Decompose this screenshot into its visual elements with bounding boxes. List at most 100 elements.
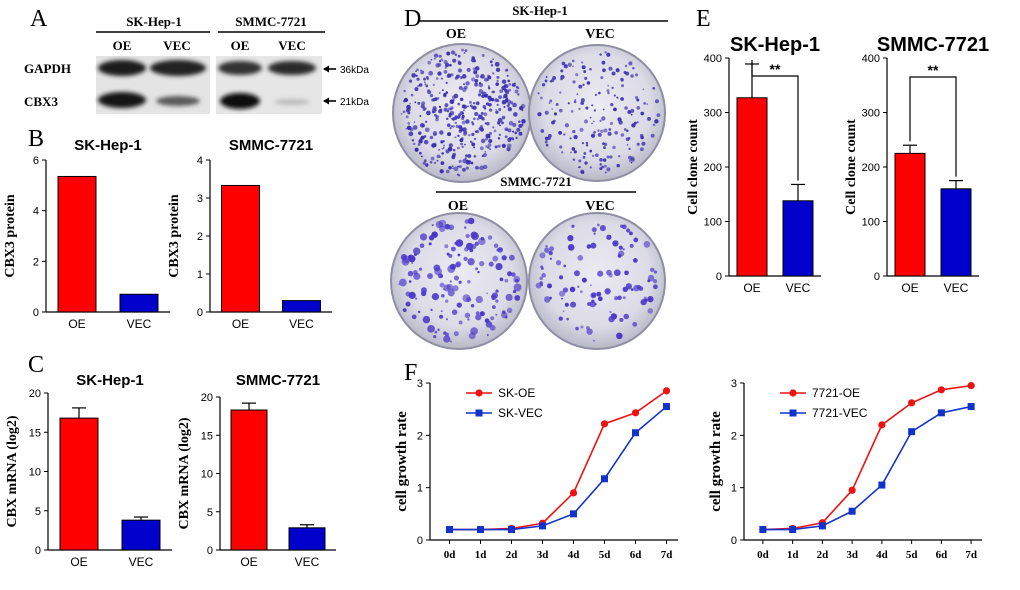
colony-dot xyxy=(480,111,484,115)
data-point xyxy=(908,428,916,436)
colony-dot xyxy=(490,97,495,102)
colony-dot xyxy=(484,107,487,110)
colony-dot xyxy=(609,121,614,126)
colony-dot xyxy=(546,283,553,289)
colony-dot xyxy=(582,155,586,159)
colony-dot xyxy=(411,314,417,320)
wb-lane-label: VEC xyxy=(163,38,190,53)
colony-dot xyxy=(611,86,614,90)
data-point xyxy=(967,382,975,390)
y-tick-label: 4 xyxy=(197,155,203,167)
chart-title: SK-Hep-1 xyxy=(76,372,144,389)
colony-dot xyxy=(610,103,614,107)
colony-dot xyxy=(581,61,584,64)
colony-dot xyxy=(492,90,496,94)
colony-dot xyxy=(623,71,627,74)
colony-dot xyxy=(479,311,485,317)
legend-marker xyxy=(475,389,483,397)
colony-dot xyxy=(408,280,412,283)
colony-dot xyxy=(653,270,658,274)
colony-dot xyxy=(567,244,575,251)
colony-dot xyxy=(541,83,546,87)
colony-dot xyxy=(451,155,456,160)
colony-dot xyxy=(422,161,427,165)
colony-dot xyxy=(514,131,518,135)
colony-dot xyxy=(599,224,606,232)
y-axis-label: CBX3 protein xyxy=(167,194,182,278)
bar-oe xyxy=(221,184,260,313)
colony-dot xyxy=(593,232,596,235)
colony-dot xyxy=(487,143,492,147)
colony-dot xyxy=(589,150,592,153)
colony-dot xyxy=(473,70,478,75)
colony-dot xyxy=(403,99,406,103)
colony-dot xyxy=(446,74,450,78)
colony-dot xyxy=(424,83,427,85)
colony-dot xyxy=(544,137,549,141)
colony-dot xyxy=(418,131,421,135)
colony-dot xyxy=(452,285,459,292)
colony-dot xyxy=(561,297,564,300)
colony-dot xyxy=(573,270,580,277)
colony-dot xyxy=(435,63,440,68)
colony-dot xyxy=(643,241,651,248)
colony-dot xyxy=(473,146,476,149)
colony-dot xyxy=(439,169,444,174)
colony-dot xyxy=(496,99,500,103)
colony-dot xyxy=(433,57,436,60)
colony-dot xyxy=(505,90,510,95)
colony-dot xyxy=(652,278,658,284)
colony-dot xyxy=(504,135,508,139)
colony-dot xyxy=(471,56,475,60)
data-point xyxy=(818,522,826,530)
colony-dot xyxy=(446,110,450,113)
colony-dot xyxy=(621,84,624,88)
colony-dot xyxy=(446,117,449,121)
chart-e-smmc-7721: SMMC-7721 0 100 200 300 400 Cell clone count OE… xyxy=(844,34,989,295)
colony-dot xyxy=(462,167,466,172)
x-tick-label: OE xyxy=(901,281,918,295)
x-tick-label: 2d xyxy=(506,549,518,561)
colony-dot xyxy=(463,52,466,54)
colony-dot xyxy=(609,155,613,159)
colony-dot xyxy=(629,231,633,236)
colony-dot xyxy=(459,138,464,143)
colony-dot xyxy=(450,50,456,55)
colony-dot xyxy=(414,297,418,300)
colony-dot xyxy=(446,51,451,56)
colony-dot xyxy=(416,77,420,81)
x-tick-label: OE xyxy=(240,555,257,569)
colony-dot xyxy=(628,147,631,151)
y-tick-label: 0 xyxy=(35,545,41,557)
x-tick-label: OE xyxy=(232,317,249,331)
colony-dot xyxy=(481,53,485,57)
colony-dot xyxy=(471,142,476,147)
colony-dot xyxy=(433,53,439,58)
colony-dot xyxy=(458,159,462,163)
colony-dot xyxy=(475,295,483,304)
colony-dot xyxy=(559,91,562,94)
panel-label-e: E xyxy=(696,6,711,32)
colony-dot xyxy=(567,62,572,67)
colony-dot xyxy=(599,53,602,56)
colony-dot xyxy=(429,160,433,164)
western-blot-panel: SK-Hep-1 SMMC-7721 OE VEC OE VEC GAPDH C… xyxy=(24,14,369,114)
data-point xyxy=(937,386,945,394)
colony-dot xyxy=(414,253,417,257)
colony-dot xyxy=(461,145,464,149)
y-tick-label: 1 xyxy=(731,483,737,495)
colony-dot xyxy=(654,99,659,104)
colony-dot xyxy=(467,258,475,266)
chart-b-smmc-7721: SMMC-7721 0 1 2 3 4 CBX3 protein OE VEC xyxy=(167,137,332,331)
colony-dot xyxy=(489,60,493,64)
colony-dot xyxy=(503,84,507,88)
colony-dot xyxy=(551,108,554,110)
colony-dot xyxy=(447,132,452,137)
colony-dot xyxy=(446,252,450,256)
colony-dot xyxy=(558,108,563,113)
colony-dot xyxy=(467,105,469,108)
wb-marker-arrow-36-head xyxy=(323,65,329,73)
colony-dot xyxy=(488,138,493,144)
colony-dot xyxy=(438,92,441,94)
colony-dot xyxy=(464,157,467,160)
